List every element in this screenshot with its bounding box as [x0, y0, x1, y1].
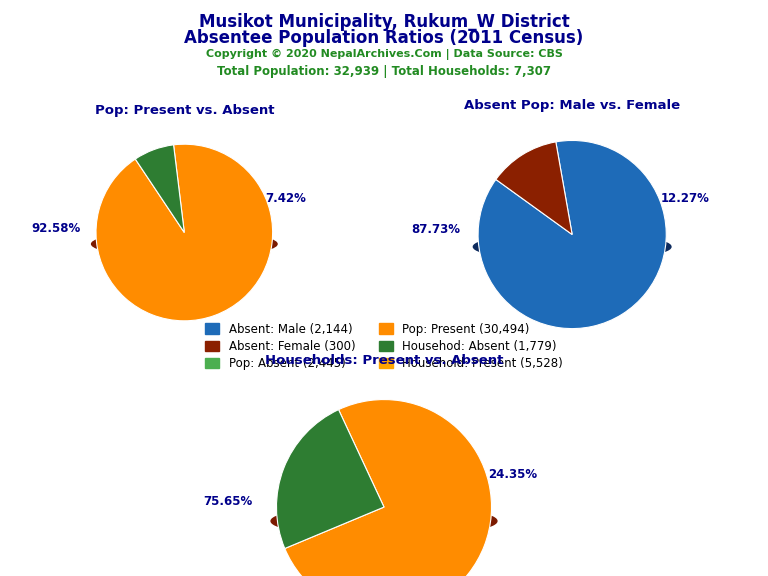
Wedge shape: [135, 145, 184, 233]
Title: Pop: Present vs. Absent: Pop: Present vs. Absent: [94, 104, 274, 117]
Title: Households: Present vs. Absent: Households: Present vs. Absent: [265, 354, 503, 367]
Ellipse shape: [91, 232, 277, 256]
Ellipse shape: [271, 506, 497, 536]
Text: 87.73%: 87.73%: [411, 223, 460, 236]
Legend: Absent: Male (2,144), Absent: Female (300), Pop: Absent (2,445), Pop: Present (3: Absent: Male (2,144), Absent: Female (30…: [205, 323, 563, 370]
Text: 92.58%: 92.58%: [31, 222, 81, 234]
Text: Musikot Municipality, Rukum_W District: Musikot Municipality, Rukum_W District: [199, 13, 569, 31]
Wedge shape: [496, 142, 572, 234]
Text: 75.65%: 75.65%: [204, 495, 253, 508]
Text: Total Population: 32,939 | Total Households: 7,307: Total Population: 32,939 | Total Househo…: [217, 65, 551, 78]
Wedge shape: [285, 400, 492, 576]
Ellipse shape: [473, 234, 671, 260]
Wedge shape: [478, 141, 667, 328]
Text: Absentee Population Ratios (2011 Census): Absentee Population Ratios (2011 Census): [184, 29, 584, 47]
Wedge shape: [276, 410, 384, 548]
Text: 7.42%: 7.42%: [266, 192, 306, 206]
Title: Absent Pop: Male vs. Female: Absent Pop: Male vs. Female: [464, 98, 680, 112]
Wedge shape: [96, 144, 273, 321]
Text: 24.35%: 24.35%: [488, 468, 538, 482]
Text: 12.27%: 12.27%: [660, 192, 710, 205]
Text: Copyright © 2020 NepalArchives.Com | Data Source: CBS: Copyright © 2020 NepalArchives.Com | Dat…: [206, 49, 562, 60]
